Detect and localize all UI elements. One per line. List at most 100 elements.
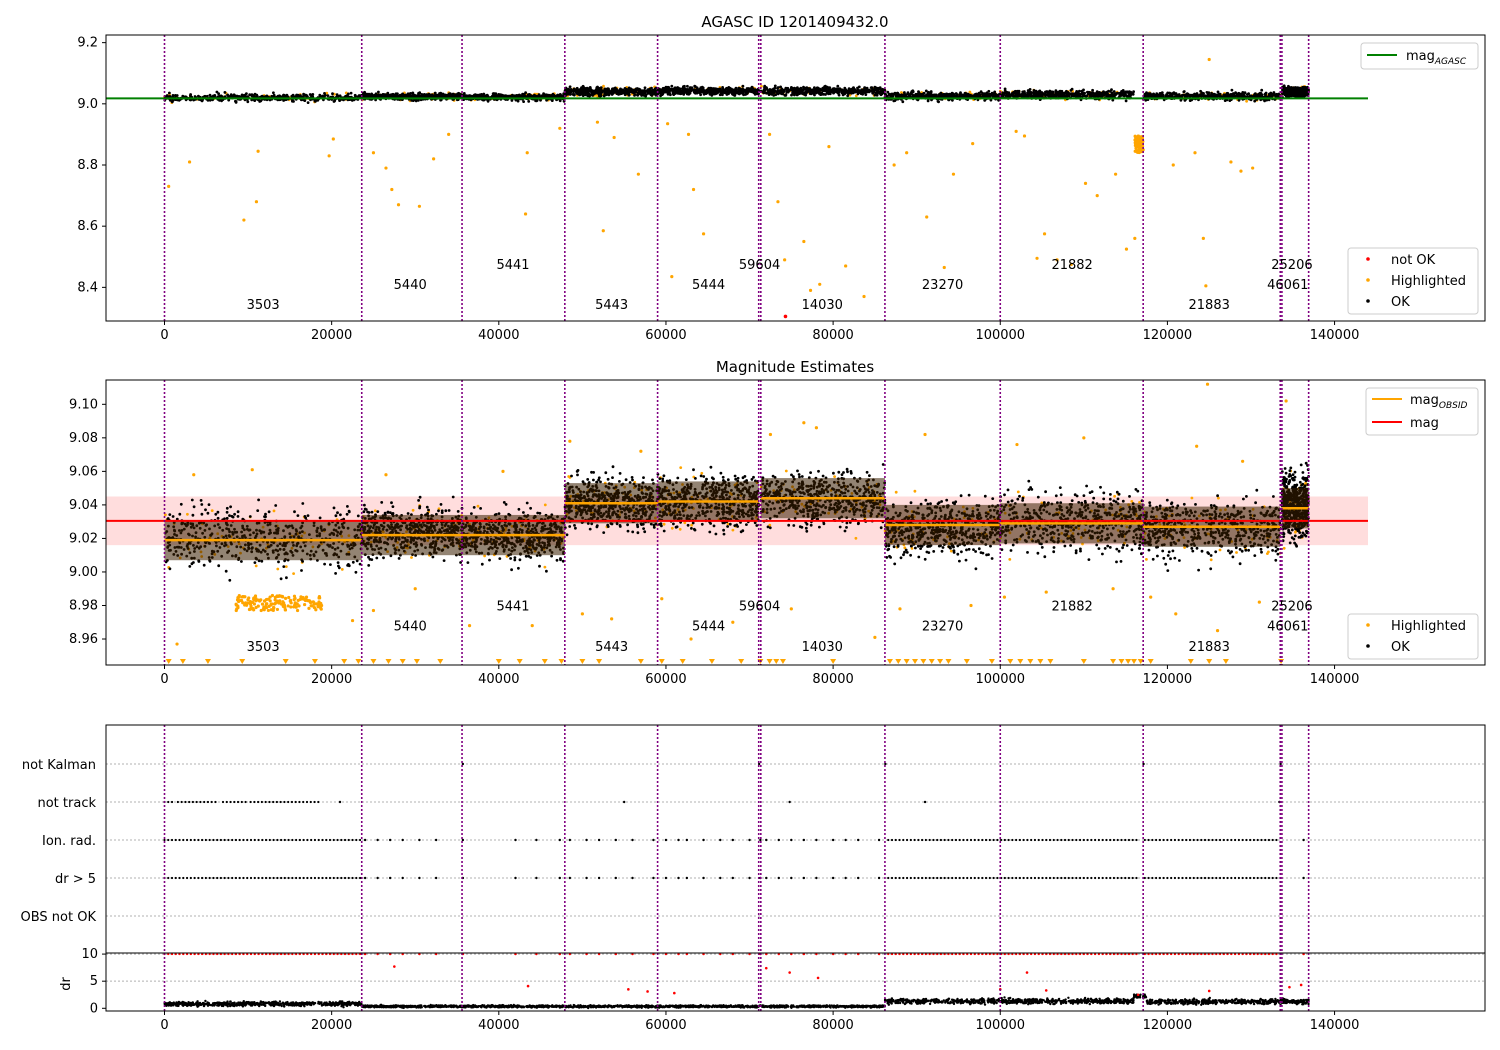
data-point: [845, 90, 849, 93]
highlighted-point: [808, 288, 813, 293]
data-point: [556, 94, 560, 98]
highlighted-point: [1113, 172, 1118, 176]
highlighted-point: [525, 151, 529, 155]
data-point: [806, 88, 810, 92]
data-point: [643, 86, 647, 90]
highlighted-point: [1022, 134, 1027, 138]
data-point: [303, 99, 307, 102]
data-point: [1173, 92, 1176, 96]
data-point: [433, 91, 437, 95]
highlighted-point: [1207, 57, 1211, 62]
data-point: [983, 99, 987, 102]
data-point: [1015, 91, 1019, 95]
data-point: [901, 100, 905, 104]
data-point: [725, 93, 729, 96]
x-tick-label: 140000: [1310, 328, 1360, 343]
data-point: [804, 90, 808, 94]
data-point: [949, 93, 952, 97]
data-point: [1080, 92, 1084, 95]
data-point: [1108, 94, 1111, 97]
data-point: [850, 87, 853, 91]
data-point: [349, 91, 353, 95]
data-point: [443, 94, 447, 98]
data-point: [737, 89, 741, 93]
data-point: [737, 87, 741, 90]
highlighted-point: [371, 151, 376, 155]
data-point: [718, 87, 722, 91]
data-point: [994, 94, 998, 98]
data-point: [592, 91, 595, 94]
data-point: [1263, 99, 1266, 103]
data-point: [686, 90, 690, 94]
data-point: [770, 92, 773, 96]
data-point: [1078, 89, 1081, 93]
data-point: [250, 93, 254, 96]
highlighted-point: [523, 212, 528, 216]
data-point: [1260, 88, 1264, 92]
data-point: [801, 88, 805, 92]
data-point: [373, 509, 377, 513]
data-point: [441, 92, 445, 96]
data-point: [798, 87, 802, 91]
data-point: [684, 89, 687, 92]
data-point: [171, 95, 175, 98]
data-point: [791, 92, 795, 96]
y-tick-label: 9.0: [77, 97, 98, 112]
data-point: [254, 564, 258, 568]
data-point: [658, 88, 662, 92]
data-point: [842, 89, 846, 93]
data-point: [1199, 89, 1202, 93]
data-point: [993, 90, 997, 94]
data-point: [1256, 94, 1260, 98]
data-point: [872, 90, 876, 94]
data-point: [1230, 88, 1234, 92]
data-point: [332, 100, 336, 103]
data-point: [1125, 94, 1129, 98]
data-point: [1285, 87, 1289, 91]
highlighted-point: [802, 239, 806, 244]
highlighted-point: [254, 200, 259, 204]
data-point: [186, 512, 189, 516]
data-point: [713, 89, 717, 93]
data-point: [418, 91, 422, 95]
data-point: [676, 91, 679, 95]
highlighted-point: [783, 258, 787, 262]
data-point: [1082, 88, 1085, 92]
data-point: [721, 93, 724, 97]
data-point: [1089, 93, 1093, 97]
data-point: [630, 90, 633, 94]
data-point: [323, 93, 327, 97]
obsid-label: 59604: [739, 258, 780, 273]
data-point: [881, 87, 884, 91]
highlighted-point: [905, 151, 909, 155]
data-point: [917, 90, 920, 93]
data-point: [256, 95, 259, 98]
data-point: [1178, 94, 1182, 98]
data-point: [197, 94, 200, 98]
data-point: [1062, 93, 1066, 97]
data-point: [731, 92, 734, 96]
highlighted-point: [447, 132, 451, 137]
data-point: [878, 91, 881, 95]
data-point: [954, 92, 958, 95]
data-point: [621, 88, 625, 92]
highlighted-point: [691, 187, 696, 192]
highlighted-point: [1138, 146, 1142, 150]
data-point: [603, 87, 607, 91]
data-point: [568, 88, 571, 92]
data-point: [1028, 88, 1032, 91]
obsid-label: 5440: [394, 278, 427, 293]
data-point: [433, 94, 437, 97]
data-point: [1091, 88, 1094, 92]
data-point: [671, 88, 674, 91]
highlighted-point: [971, 141, 975, 146]
data-point: [673, 88, 677, 92]
data-point: [1102, 90, 1105, 94]
highlighted-point: [612, 135, 616, 140]
data-point: [400, 93, 404, 97]
data-point: [353, 93, 357, 97]
data-point: [1253, 92, 1257, 96]
data-point: [652, 90, 656, 94]
data-point: [284, 565, 288, 568]
